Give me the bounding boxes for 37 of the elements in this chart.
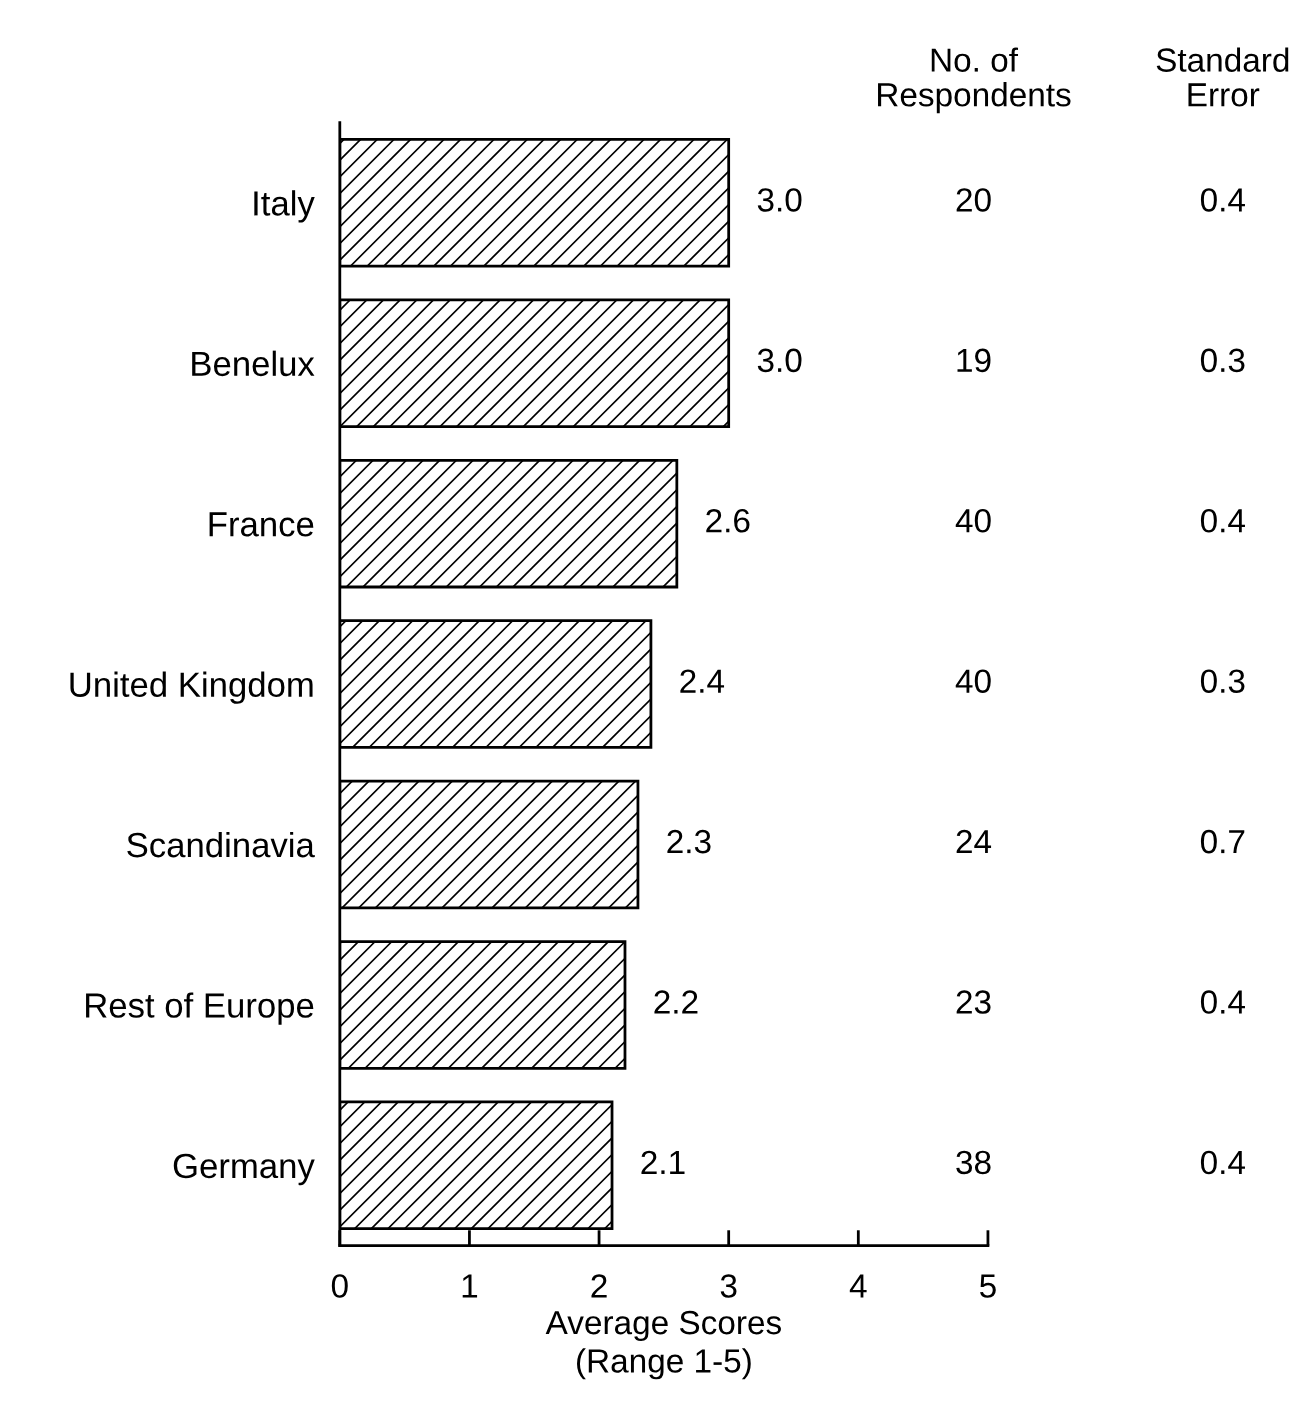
data-label: 2.2 (654, 990, 698, 1014)
y-tick-label: United Kingdom (70, 671, 313, 704)
annotation: 20 (956, 188, 991, 212)
y-tick-label: France (209, 512, 314, 537)
y-tick-label: Rest of Europe (86, 992, 314, 1025)
x-tick-label: 5 (980, 1274, 996, 1298)
y-tick-label: Italy (254, 190, 315, 223)
annotation: 19 (957, 348, 991, 373)
annotation: 24 (956, 829, 992, 854)
text: 0.4 (1200, 1150, 1245, 1175)
annotation: 40 (955, 669, 991, 694)
x-axis-title: Average Scores (Range 1-5) (545, 1310, 781, 1380)
text: 0.4 (1200, 508, 1245, 533)
text: Standard Error (1156, 47, 1289, 107)
text: 0.3 (1200, 669, 1245, 694)
data-label: 3.0 (757, 188, 802, 212)
data-label: 2.3 (667, 829, 711, 854)
text: 0.7 (1200, 829, 1245, 854)
annotation: 38 (956, 1150, 991, 1175)
annotation: 23 (956, 990, 991, 1014)
data-label: 2.6 (706, 508, 750, 533)
data-label: 3.0 (757, 348, 802, 373)
x-tick-label: 3 (720, 1274, 737, 1298)
text: 0.3 (1200, 348, 1245, 373)
x-tick-label: 4 (849, 1274, 867, 1298)
text: 0.4 (1200, 188, 1245, 212)
text: 0.4 (1200, 990, 1245, 1014)
annotation: 40 (955, 508, 991, 533)
y-tick-label: Scandinavia (127, 831, 315, 858)
y-tick-label: Germany (173, 1153, 315, 1186)
x-tick-label: 0 (331, 1274, 348, 1298)
x-tick-label: 2 (591, 1274, 607, 1298)
y-tick-label: Benelux (192, 350, 315, 377)
data-label: 2.1 (641, 1150, 685, 1174)
x-tick-label: 1 (462, 1274, 478, 1298)
data-label: 2.4 (680, 669, 725, 693)
text: No. of Respondents (878, 47, 1071, 114)
